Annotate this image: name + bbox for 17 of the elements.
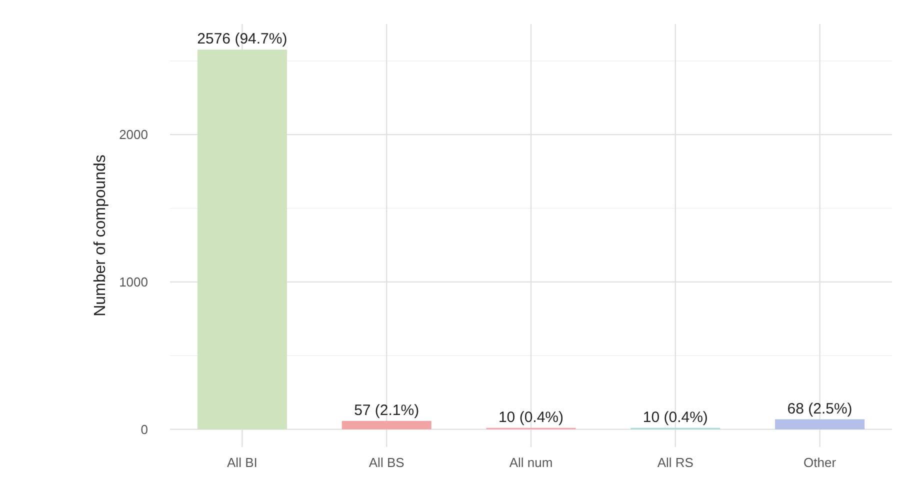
data-label: 10 (0.4%) (498, 408, 564, 426)
bar (775, 419, 865, 430)
x-tick-label: All BS (368, 455, 405, 470)
x-tick-label: All RS (657, 455, 694, 470)
x-tick-label: Other (804, 455, 837, 470)
bar (342, 420, 432, 430)
data-label: 68 (2.5%) (787, 400, 852, 418)
y-tick-label: 1000 (119, 274, 148, 290)
y-tick-label: 2000 (119, 127, 148, 142)
data-label: 2576 (94.7%) (197, 30, 288, 48)
x-tick-label: All BI (227, 455, 258, 470)
y-tick-label: 0 (140, 422, 148, 437)
bar (197, 50, 287, 430)
data-label: 57 (2.1%) (354, 402, 420, 419)
data-label: 10 (0.4%) (642, 408, 708, 426)
x-tick-label: All num (509, 455, 553, 470)
y-axis-title: Number of compounds (92, 154, 109, 316)
